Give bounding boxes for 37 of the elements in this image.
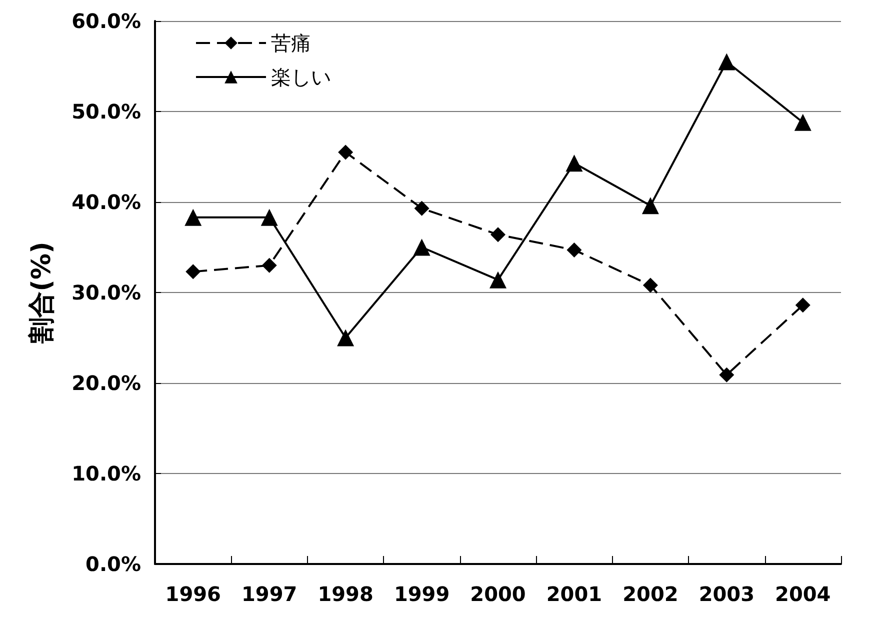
x-tick-label: 1999 bbox=[394, 582, 450, 606]
point bbox=[262, 258, 277, 273]
y-tick-label: 20.0% bbox=[72, 371, 141, 395]
y-tick-label: 40.0% bbox=[72, 190, 141, 214]
legend-label: 苦痛 bbox=[271, 31, 311, 55]
x-tick-label: 2004 bbox=[775, 582, 831, 606]
x-tick-label: 1997 bbox=[241, 582, 298, 606]
y-tick-label: 60.0% bbox=[72, 9, 141, 33]
y-axis-title: 割合(%) bbox=[27, 242, 57, 344]
x-tick-label: 2002 bbox=[622, 582, 678, 606]
point bbox=[642, 197, 659, 214]
point bbox=[719, 367, 734, 382]
point bbox=[260, 208, 278, 226]
x-tick-label: 2001 bbox=[546, 582, 602, 606]
point bbox=[338, 144, 354, 160]
point bbox=[337, 329, 354, 346]
point bbox=[794, 114, 812, 131]
point bbox=[490, 227, 506, 242]
x-tick-label: 2003 bbox=[698, 582, 755, 606]
point bbox=[642, 278, 658, 293]
point bbox=[413, 238, 430, 256]
point bbox=[718, 53, 736, 70]
y-tick-label: 30.0% bbox=[72, 280, 141, 304]
y-tick-label: 50.0% bbox=[72, 100, 141, 124]
x-tick-label: 1996 bbox=[165, 582, 221, 606]
point bbox=[186, 264, 201, 280]
point bbox=[566, 242, 582, 258]
legend-label: 楽しい bbox=[271, 65, 331, 89]
point bbox=[414, 200, 430, 216]
point bbox=[795, 298, 810, 313]
y-tick-label: 0.0% bbox=[86, 552, 141, 576]
y-tick-label: 10.0% bbox=[72, 462, 141, 486]
x-tick-label: 2000 bbox=[470, 582, 526, 606]
point bbox=[490, 271, 506, 288]
point bbox=[184, 208, 202, 226]
x-tick-label: 1998 bbox=[318, 582, 374, 606]
point bbox=[566, 154, 583, 172]
